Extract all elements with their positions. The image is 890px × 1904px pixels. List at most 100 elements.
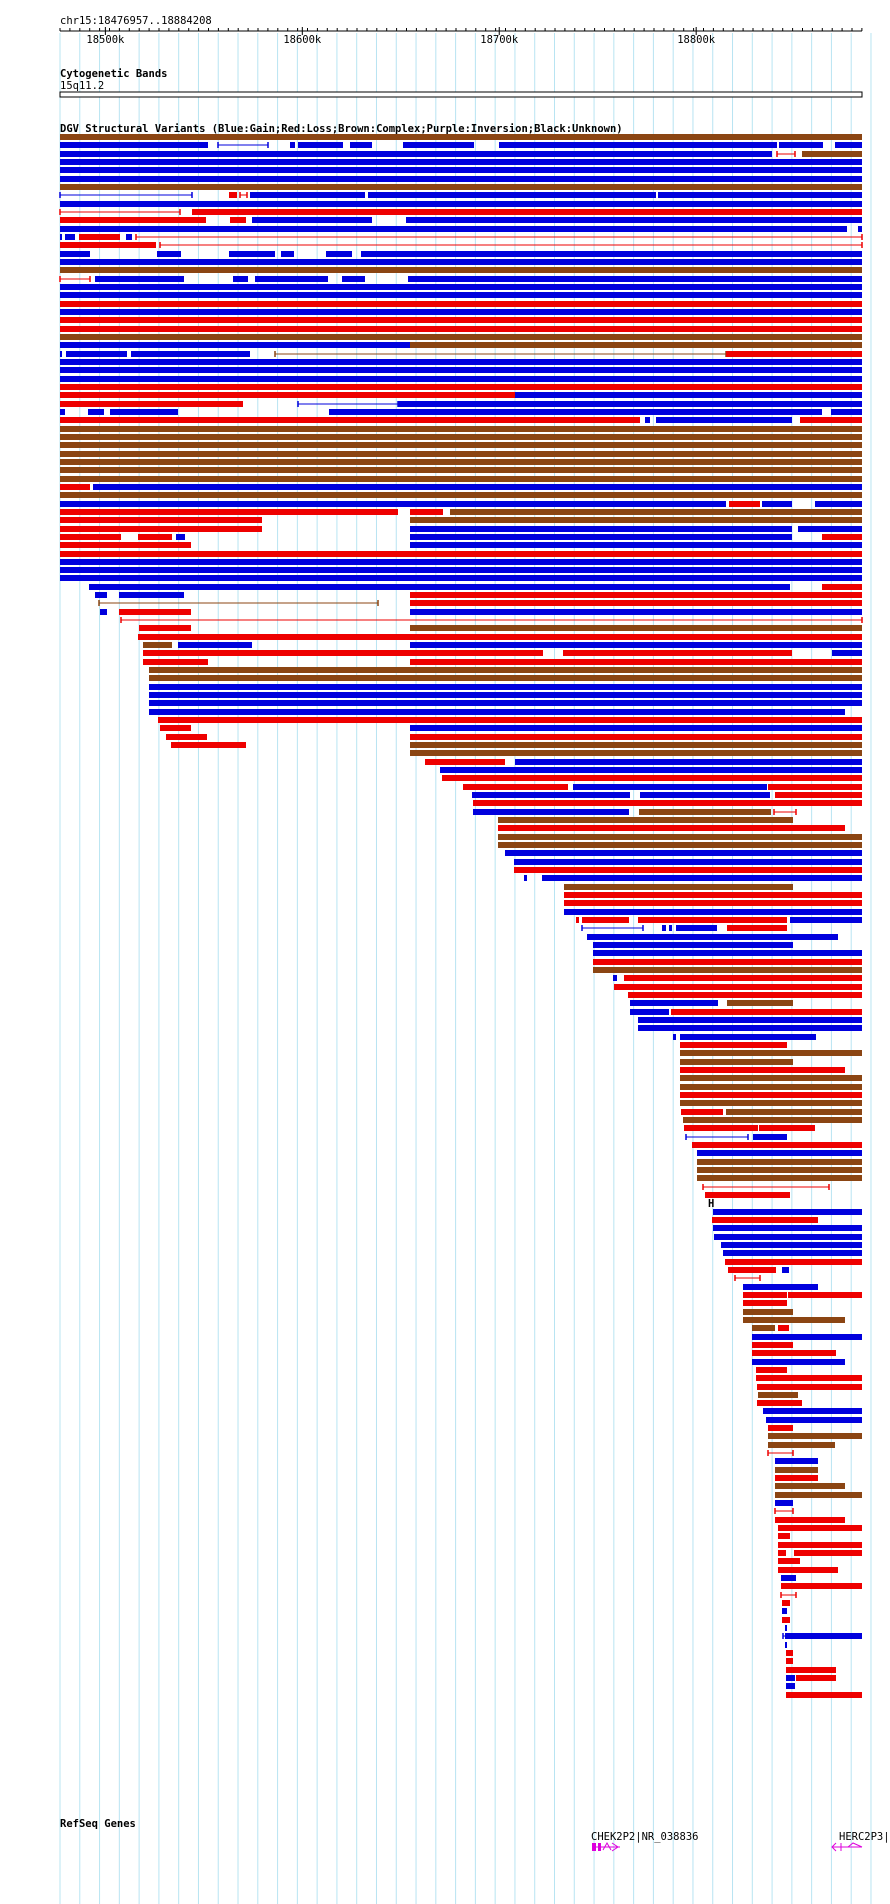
- structural-variant[interactable]: [60, 367, 862, 373]
- structural-variant[interactable]: [778, 1533, 790, 1539]
- structural-variant[interactable]: [95, 592, 107, 598]
- structural-variant[interactable]: [587, 934, 838, 940]
- structural-variant[interactable]: [410, 342, 862, 348]
- structural-variant[interactable]: [576, 917, 579, 923]
- structural-variant[interactable]: [60, 201, 862, 207]
- structural-variant[interactable]: [564, 909, 862, 915]
- structural-variant[interactable]: [614, 984, 862, 990]
- structural-variant[interactable]: [680, 1067, 845, 1073]
- structural-variant[interactable]: [60, 409, 65, 415]
- structural-variant[interactable]: [472, 792, 630, 798]
- structural-variant[interactable]: [753, 1134, 787, 1140]
- structural-variant[interactable]: [126, 234, 132, 240]
- structural-variant[interactable]: [229, 251, 275, 257]
- structural-variant[interactable]: [638, 1025, 862, 1031]
- structural-variant[interactable]: [514, 867, 862, 873]
- structural-variant[interactable]: [815, 501, 862, 507]
- structural-variant[interactable]: [726, 1109, 862, 1115]
- cytoband-ideogram[interactable]: [59, 91, 863, 98]
- structural-variant[interactable]: [681, 1109, 723, 1115]
- structural-variant[interactable]: [410, 517, 862, 523]
- structural-variant[interactable]: [728, 1267, 776, 1273]
- structural-variant[interactable]: [60, 301, 862, 307]
- structural-variant[interactable]: [775, 792, 862, 798]
- structural-variant[interactable]: [406, 217, 862, 223]
- structural-variant[interactable]: [505, 850, 862, 856]
- structural-variant[interactable]: [781, 1575, 796, 1581]
- structural-variant[interactable]: [119, 609, 191, 615]
- structural-variant[interactable]: [822, 584, 862, 590]
- structural-variant[interactable]: [368, 192, 656, 198]
- structural-variant[interactable]: [782, 1608, 787, 1614]
- structural-variant[interactable]: [714, 1234, 862, 1240]
- structural-variant[interactable]: [60, 426, 862, 432]
- structural-variant[interactable]: [775, 1483, 845, 1489]
- structural-variant[interactable]: [630, 1000, 718, 1006]
- structural-variant[interactable]: [743, 1317, 845, 1323]
- structural-variant[interactable]: [361, 251, 862, 257]
- structural-variant[interactable]: [788, 1667, 836, 1673]
- structural-variant[interactable]: [131, 351, 250, 357]
- structural-variant[interactable]: [775, 1492, 862, 1498]
- structural-variant[interactable]: [768, 1425, 793, 1431]
- structural-variant[interactable]: [473, 809, 629, 815]
- structural-variant[interactable]: [593, 942, 793, 948]
- structural-variant[interactable]: [410, 659, 862, 665]
- structural-variant[interactable]: [639, 809, 771, 815]
- structural-variant[interactable]: [762, 501, 792, 507]
- structural-variant[interactable]: [593, 959, 862, 965]
- structural-variant[interactable]: [788, 1292, 862, 1298]
- structural-variant[interactable]: [768, 1433, 862, 1439]
- structural-variant[interactable]: [752, 1334, 862, 1340]
- structural-variant[interactable]: [60, 384, 862, 390]
- structural-variant[interactable]: [149, 684, 862, 690]
- structural-variant[interactable]: [705, 1192, 790, 1198]
- structural-variant[interactable]: [785, 1642, 787, 1648]
- structural-variant[interactable]: [752, 1359, 845, 1365]
- structural-variant[interactable]: [680, 1075, 862, 1081]
- structural-variant[interactable]: [139, 625, 191, 631]
- structural-variant[interactable]: [60, 176, 862, 182]
- structural-variant[interactable]: [166, 734, 207, 740]
- structural-variant[interactable]: [564, 884, 793, 890]
- structural-variant[interactable]: [756, 1367, 787, 1373]
- structural-variant[interactable]: [680, 1084, 862, 1090]
- structural-variant[interactable]: [60, 226, 847, 232]
- structural-variant[interactable]: [143, 650, 543, 656]
- structural-variant[interactable]: [778, 1525, 862, 1531]
- structural-variant[interactable]: [743, 1300, 787, 1306]
- structural-variant[interactable]: [524, 875, 527, 881]
- structural-variant[interactable]: [60, 501, 410, 507]
- structural-variant[interactable]: [158, 717, 862, 723]
- structural-variant[interactable]: [100, 609, 107, 615]
- structural-variant[interactable]: [775, 1458, 818, 1464]
- structural-variant[interactable]: [143, 659, 208, 665]
- structural-variant[interactable]: [757, 1384, 862, 1390]
- structural-variant[interactable]: [60, 326, 862, 332]
- structural-variant[interactable]: [802, 151, 862, 157]
- structural-variant[interactable]: [785, 1633, 862, 1639]
- gene-herc2p3[interactable]: [831, 1842, 863, 1852]
- structural-variant[interactable]: [473, 800, 862, 806]
- structural-variant[interactable]: [712, 1217, 818, 1223]
- structural-variant[interactable]: [786, 1683, 795, 1689]
- structural-variant[interactable]: [798, 526, 862, 532]
- structural-variant[interactable]: [671, 1009, 862, 1015]
- structural-variant[interactable]: [93, 484, 862, 490]
- structural-variant[interactable]: [110, 409, 178, 415]
- structural-variant[interactable]: [410, 509, 443, 515]
- structural-variant[interactable]: [723, 1250, 862, 1256]
- structural-variant[interactable]: [727, 925, 787, 931]
- structural-variant[interactable]: [408, 276, 862, 282]
- structural-variant[interactable]: [329, 409, 822, 415]
- gene-chek2p2[interactable]: [592, 1841, 620, 1852]
- structural-variant[interactable]: [680, 1092, 862, 1098]
- structural-variant[interactable]: [757, 1400, 802, 1406]
- structural-variant[interactable]: [410, 734, 862, 740]
- structural-variant[interactable]: [573, 784, 767, 790]
- structural-variant[interactable]: [515, 759, 862, 765]
- structural-variant[interactable]: [768, 784, 862, 790]
- structural-variant[interactable]: [60, 134, 862, 140]
- structural-variant[interactable]: [786, 1692, 862, 1698]
- structural-variant[interactable]: [766, 1417, 862, 1423]
